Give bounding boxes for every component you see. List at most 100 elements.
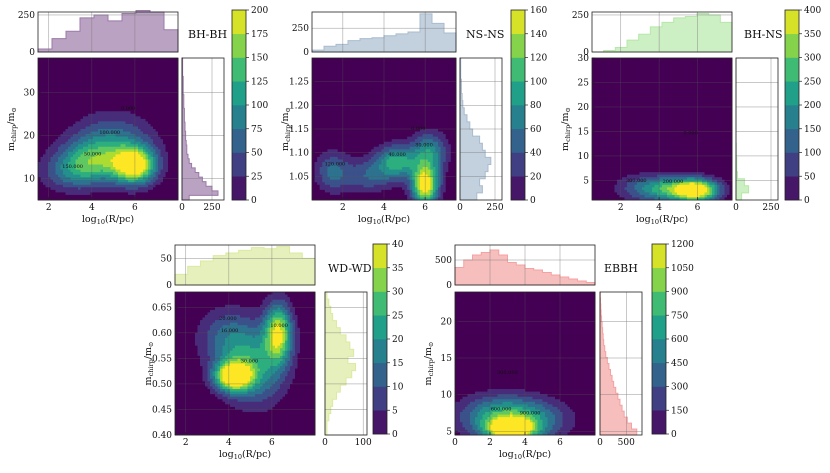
hist-tick-label: 0 [179, 203, 185, 213]
heatmap-cell [83, 116, 86, 120]
heatmap-cell [83, 184, 86, 188]
heatmap-cell [324, 75, 328, 79]
heatmap-cell [358, 123, 362, 127]
heatmap-cell [173, 68, 176, 72]
heatmap-cell [128, 184, 131, 188]
heatmap-cell [45, 129, 49, 132]
heatmap-cell [128, 101, 131, 105]
heatmap-cell [368, 68, 372, 72]
heatmap-cell [170, 174, 174, 178]
heatmap-cell [88, 184, 91, 188]
heatmap-cell [148, 126, 151, 130]
heatmap-cell [50, 126, 54, 130]
heatmap-cell [155, 159, 159, 163]
heatmap-cell [48, 169, 51, 173]
heatmap-cell [312, 83, 315, 87]
heatmap-cell [158, 169, 161, 173]
heatmap-cell [366, 197, 369, 201]
heatmap-cell [70, 182, 74, 186]
heatmap-cell [103, 179, 106, 183]
heatmap-cell [355, 106, 359, 110]
heatmap-cell [110, 194, 114, 198]
heatmap-cell [170, 106, 174, 110]
heatmap-cell [130, 149, 134, 153]
heatmap-cell [381, 78, 385, 82]
heatmap-cell [148, 96, 151, 99]
heatmap-cell [55, 113, 59, 117]
heatmap-cell [60, 151, 64, 155]
heatmap-cell [70, 106, 74, 110]
heatmap-cell [168, 139, 171, 143]
heatmap-cell [148, 83, 151, 87]
heatmap-cell [138, 144, 141, 148]
heatmap-cell [130, 101, 134, 105]
heatmap-cell [378, 96, 382, 99]
heatmap-cell [373, 113, 377, 117]
heatmap-cell [175, 187, 179, 191]
heatmap-cell [345, 149, 349, 153]
heatmap-cell [376, 156, 380, 160]
heatmap-cell [100, 159, 104, 163]
heatmap-cell [53, 194, 56, 198]
heatmap-cell [170, 131, 174, 135]
heatmap-cell [80, 93, 84, 97]
heatmap-cell [335, 149, 339, 153]
heatmap-cell [110, 88, 114, 92]
heatmap-cell [314, 73, 318, 77]
heatmap-cell [173, 151, 176, 155]
heatmap-cell [332, 161, 336, 165]
heatmap-cell [358, 131, 362, 135]
heatmap-cell [138, 167, 141, 170]
heatmap-cell [368, 167, 372, 170]
heatmap-cell [345, 98, 349, 102]
heatmap-cell [110, 78, 114, 82]
heatmap-cell [70, 58, 74, 61]
heatmap-cell [93, 70, 96, 74]
heatmap-cell [381, 98, 385, 102]
heatmap-cell [391, 192, 395, 196]
heatmap-cell [138, 68, 141, 72]
heatmap-cell [363, 85, 367, 89]
heatmap-cell [113, 60, 116, 64]
heatmap-cell [366, 121, 369, 125]
heatmap-cell [85, 182, 89, 186]
heatmap-cell [348, 139, 351, 143]
heatmap-cell [170, 136, 174, 140]
heatmap-cell [43, 85, 46, 89]
heatmap-cell [75, 93, 79, 97]
heatmap-cell [314, 149, 318, 153]
heatmap-cell [53, 139, 56, 143]
heatmap-cell [155, 149, 159, 153]
heatmap-cell [332, 85, 336, 89]
heatmap-cell [330, 156, 333, 160]
heatmap-cell [394, 101, 398, 105]
heatmap-cell [113, 106, 116, 110]
heatmap-cell [317, 80, 321, 84]
heatmap-cell [38, 83, 41, 87]
heatmap-cell [73, 116, 76, 120]
heatmap-cell [168, 93, 171, 97]
heatmap-cell [319, 73, 323, 77]
heatmap-cell [160, 144, 164, 148]
heatmap-cell [53, 174, 56, 178]
heatmap-cell [95, 179, 99, 183]
heatmap-cell [63, 194, 66, 198]
heatmap-cell [376, 108, 380, 112]
heatmap-cell [391, 177, 395, 181]
heatmap-cell [93, 156, 96, 160]
heatmap-cell [58, 194, 61, 198]
heatmap-cell [360, 108, 364, 112]
heatmap-cell [40, 121, 44, 125]
heatmap-cell [140, 93, 144, 97]
heatmap-cell [53, 116, 56, 120]
heatmap-cell [38, 182, 41, 186]
heatmap-cell [120, 131, 124, 135]
heatmap-cell [389, 141, 393, 145]
heatmap-cell [350, 80, 354, 84]
heatmap-cell [327, 78, 331, 82]
heatmap-cell [312, 197, 315, 201]
heatmap-cell [340, 129, 344, 132]
heatmap-cell [43, 197, 46, 201]
heatmap-cell [80, 101, 84, 105]
heatmap-cell [63, 70, 66, 74]
